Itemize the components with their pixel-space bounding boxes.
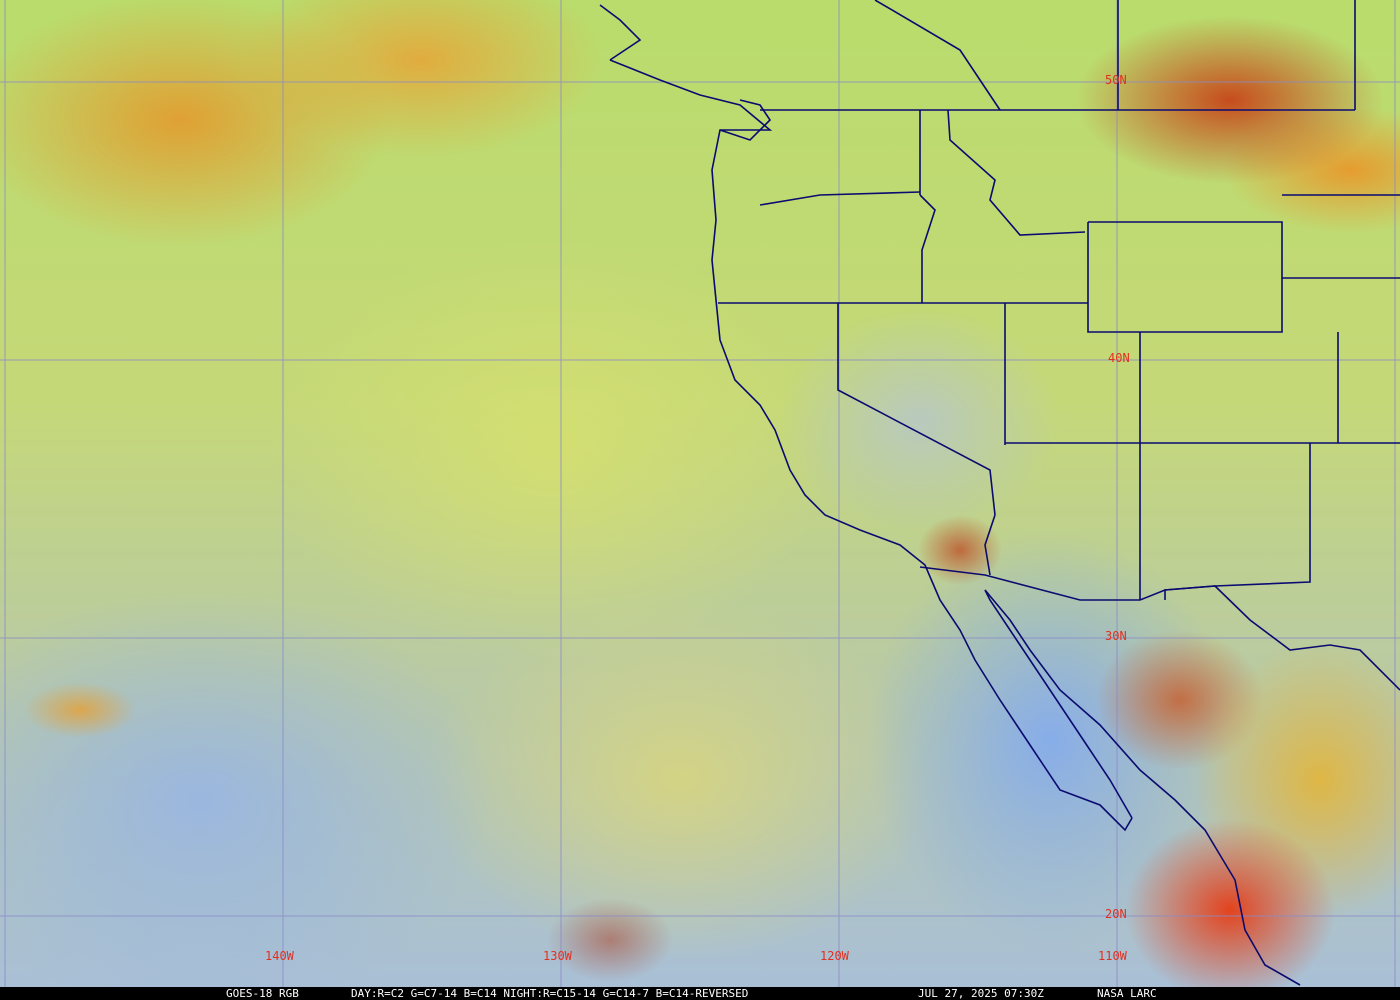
lat-label-30n: 30N [1105,629,1127,643]
caption-satellite: GOES-18 RGB [226,987,299,1000]
border-or-id [919,194,936,303]
caption-bar: GOES-18 RGB DAY:R=C2 G=C7-14 B=C14 NIGHT… [0,987,1400,1000]
baja-gulf-coastline [984,589,1133,819]
border-north-canada [874,0,1001,111]
border-us-mexico [919,566,1400,691]
border-or-wa [759,191,921,206]
caption-timestamp: JUL 27, 2025 07:30Z [918,987,1044,1000]
pacific-coastline [609,59,1133,832]
lon-label-120w: 120W [820,949,849,963]
puget-sound [719,99,772,141]
caption-source: NASA LARC [1097,987,1157,1000]
border-az-ca [984,514,996,576]
border-nm-east [1164,443,1311,600]
lon-label-110w: 110W [1098,949,1127,963]
border-wy [1087,221,1283,333]
mexico-mainland-coastline [984,589,1301,986]
lat-label-50n: 50N [1105,73,1127,87]
border-ca-nv [837,303,996,516]
border-id-mt [947,109,1086,236]
lat-label-20n: 20N [1105,907,1127,921]
caption-recipe: DAY:R=C2 G=C7-14 B=C14 NIGHT:R=C15-14 G=… [351,987,749,1000]
lon-label-140w: 140W [265,949,294,963]
lon-label-130w: 130W [543,949,572,963]
vancouver-island-coast [599,4,642,61]
lat-label-40n: 40N [1108,351,1130,365]
